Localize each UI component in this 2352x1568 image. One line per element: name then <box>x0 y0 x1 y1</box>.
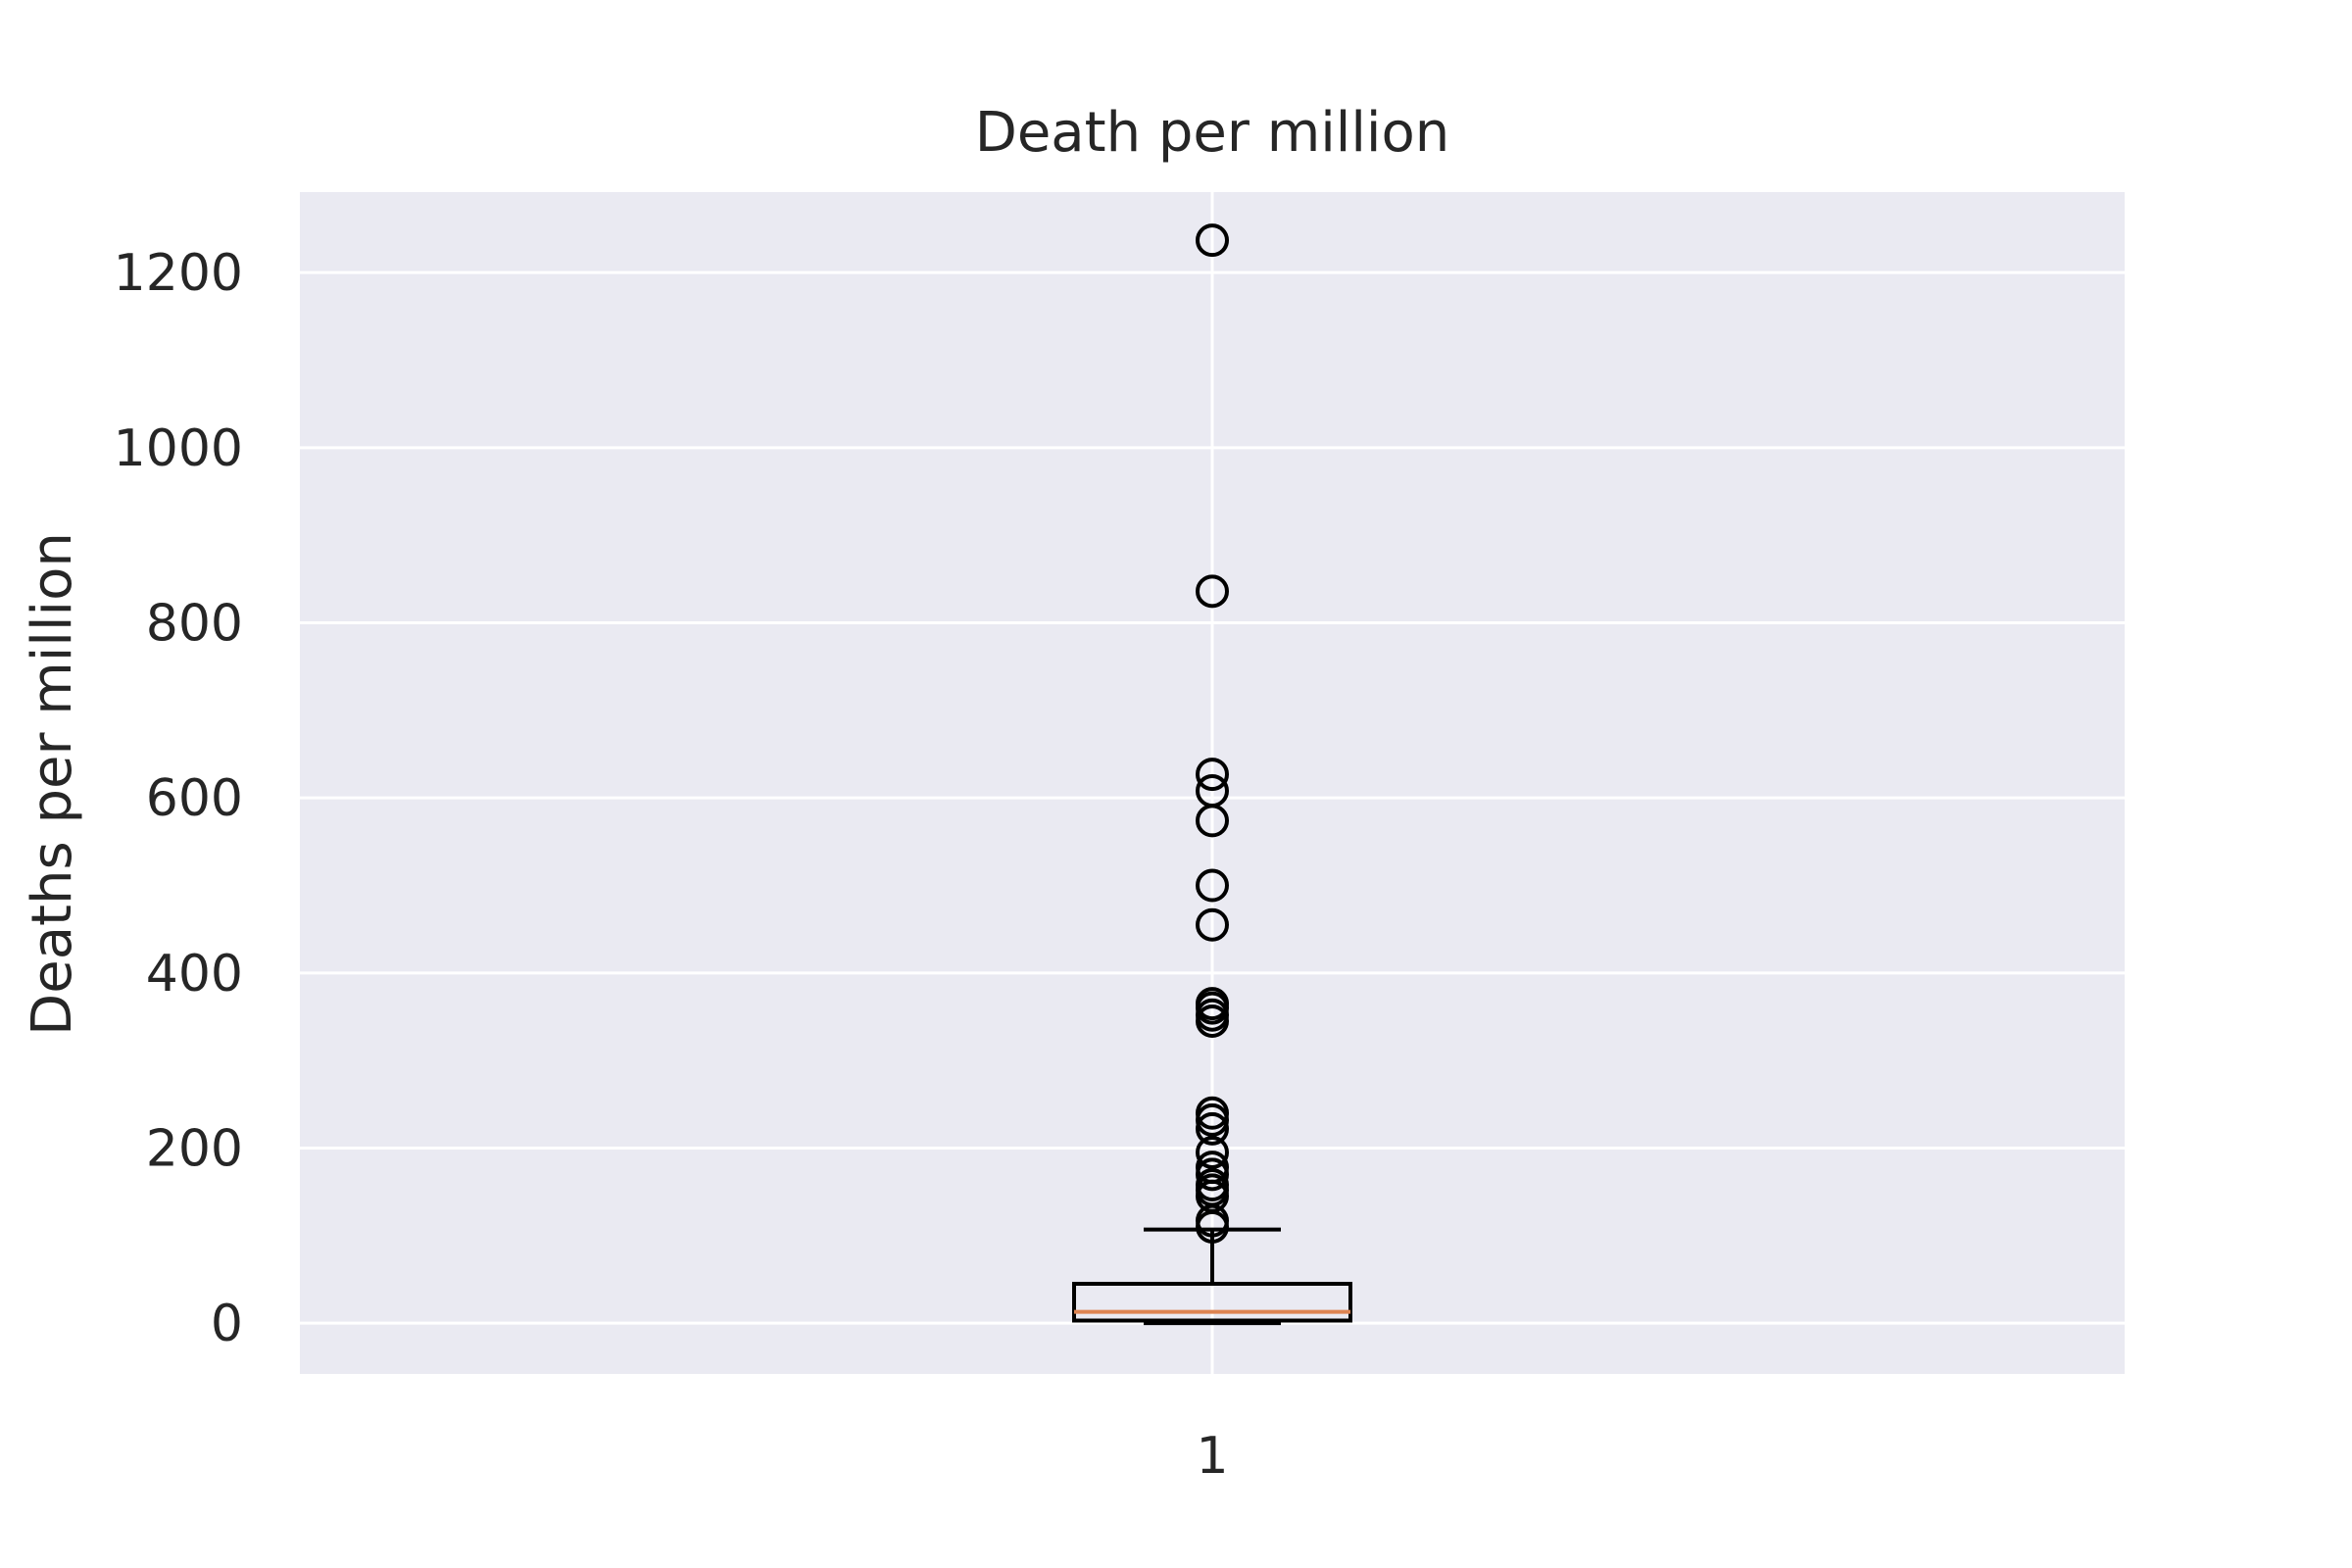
outlier-point <box>1196 1209 1229 1244</box>
y-axis-label: Deaths per million <box>21 532 84 1036</box>
y-tick-label: 200 <box>146 1120 243 1179</box>
y-tick-label: 1200 <box>114 244 243 303</box>
outlier-point <box>1196 1135 1229 1169</box>
outlier-point <box>1196 804 1229 838</box>
chart-title: Death per million <box>975 101 1450 165</box>
boxplot <box>1072 223 1352 1326</box>
outlier-point <box>1196 1157 1229 1192</box>
y-tick-label: 0 <box>211 1295 243 1353</box>
axis-ticks: 0 200 400 600 800 1000 1200 1 <box>114 244 1229 1486</box>
grid-lines <box>300 192 2125 1374</box>
outlier-point <box>1196 868 1229 903</box>
y-tick-label: 1000 <box>114 419 243 478</box>
outlier-point <box>1196 1004 1229 1038</box>
outlier-point <box>1196 907 1229 942</box>
box-iqr <box>1072 1281 1352 1323</box>
outlier-point <box>1196 1102 1229 1137</box>
y-tick-label: 400 <box>146 945 243 1004</box>
outlier-point <box>1196 1111 1229 1146</box>
outlier-point <box>1196 223 1229 258</box>
outlier-point <box>1196 758 1229 792</box>
x-tick-label: 1 <box>1196 1427 1228 1486</box>
y-tick-label: 600 <box>146 769 243 828</box>
outlier-point <box>1196 574 1229 609</box>
y-tick-label: 800 <box>146 595 243 654</box>
